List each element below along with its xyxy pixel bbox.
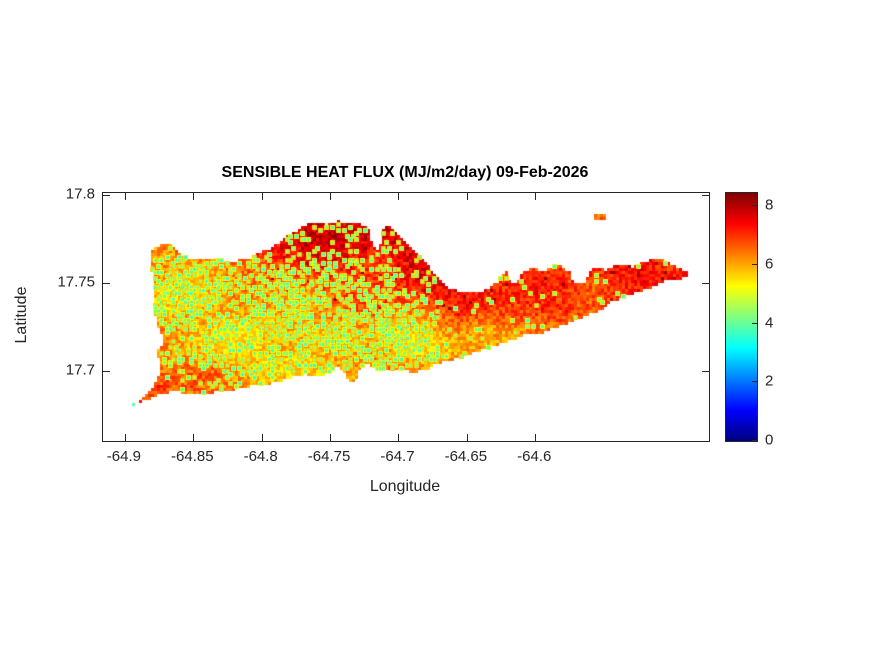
colorbar-tick-mark xyxy=(752,440,757,441)
x-tick-label: -64.65 xyxy=(444,448,488,465)
x-axis-label: Longitude xyxy=(369,478,441,495)
y-axis-label: Latitude xyxy=(13,286,30,344)
colorbar-tick-label: 6 xyxy=(765,255,774,273)
x-tick-label: -64.7 xyxy=(380,448,415,465)
y-tick-label: 17.8 xyxy=(65,185,95,203)
colorbar-tick-mark xyxy=(752,205,757,206)
colorbar-tick-label: 4 xyxy=(765,314,774,332)
y-tick-label: 17.7 xyxy=(65,361,95,379)
x-tick-label: -64.9 xyxy=(106,448,141,465)
colorbar-tick-label: 2 xyxy=(765,372,774,390)
colorbar-tick-mark xyxy=(752,323,757,324)
colorbar-tick-label: 0 xyxy=(765,431,774,449)
x-tick-label: -64.85 xyxy=(171,448,214,465)
colorbar-tick-mark xyxy=(752,381,757,382)
x-tick-label: -64.6 xyxy=(517,448,552,465)
x-tick-label: -64.8 xyxy=(243,448,278,465)
chart-title: SENSIBLE HEAT FLUX (MJ/m2/day) 09-Feb-20… xyxy=(221,164,589,181)
colorbar-tick-label: 8 xyxy=(765,196,774,214)
colorbar xyxy=(725,192,758,442)
plot-area xyxy=(102,192,710,442)
x-tick-label: -64.75 xyxy=(307,448,351,465)
axes-tick-marks xyxy=(103,193,709,441)
y-tick-label: 17.75 xyxy=(57,273,95,291)
colorbar-tick-mark xyxy=(752,264,757,265)
heatmap-canvas xyxy=(103,193,709,441)
